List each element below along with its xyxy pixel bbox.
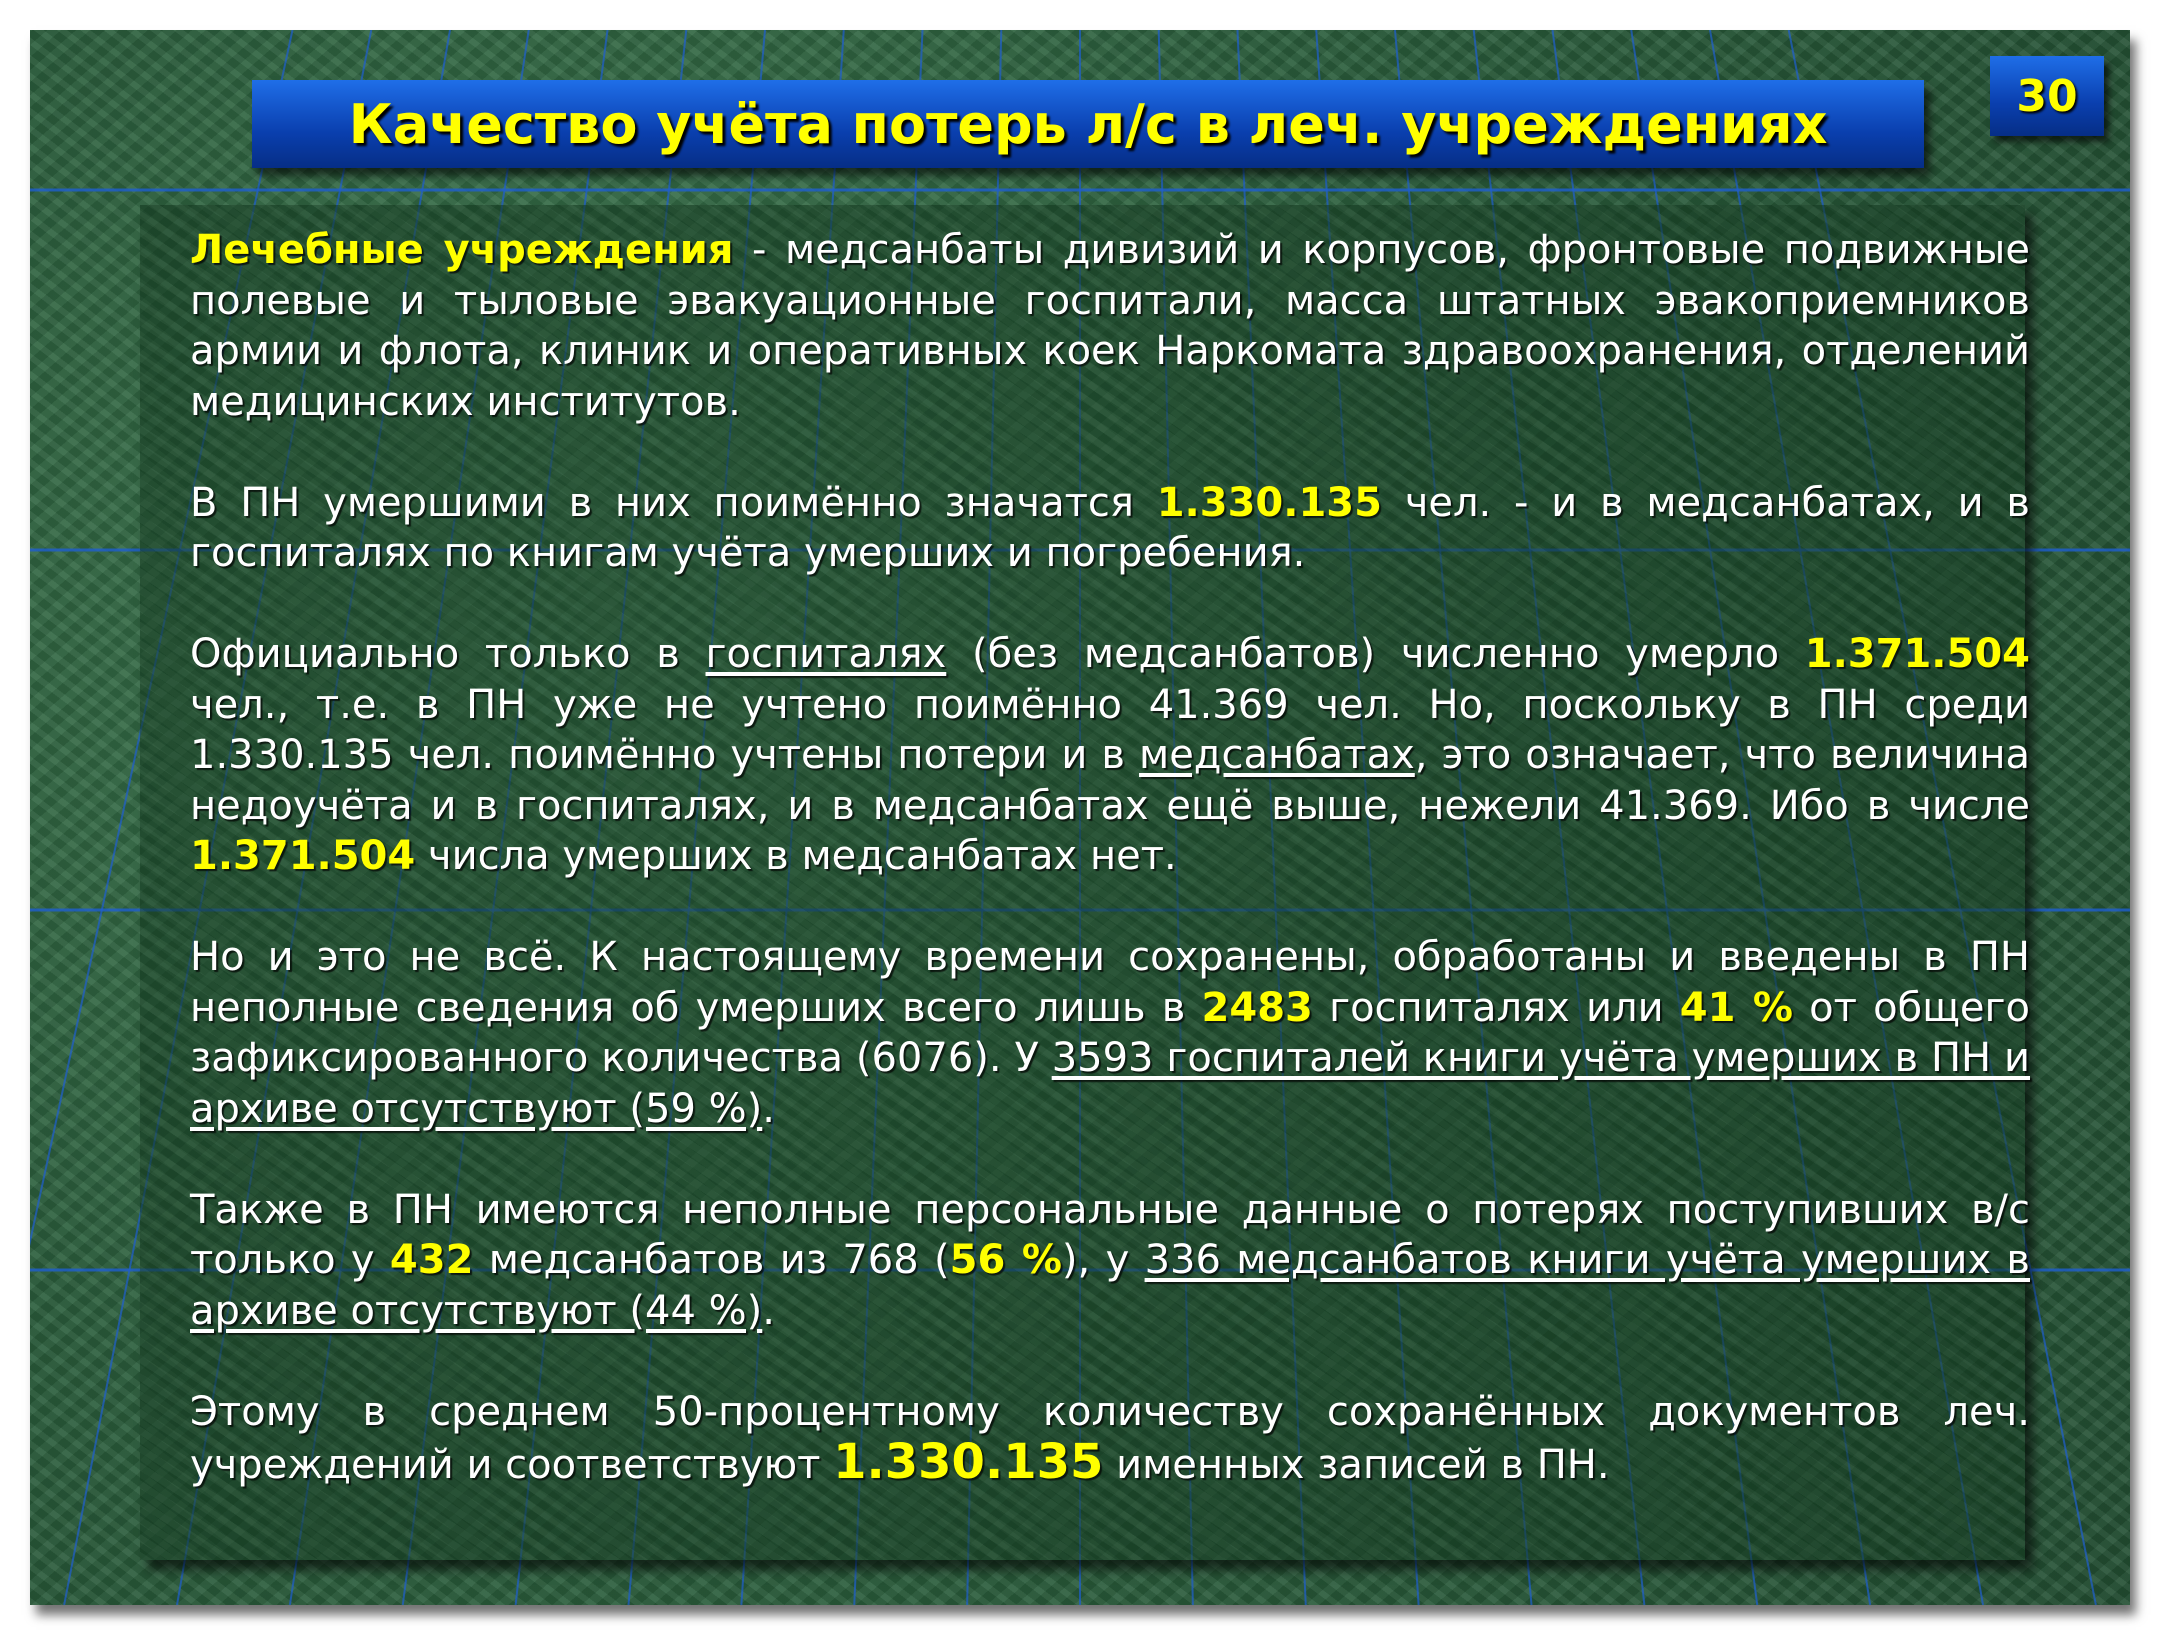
page-number: 30 xyxy=(1990,56,2104,136)
text-segment: Но и это не всё. К настоящему времени со… xyxy=(190,934,2030,1031)
text-segment: , это означает, что величина недоучёта и… xyxy=(190,732,2031,829)
highlighted-text: 1.371.504 xyxy=(1804,631,2030,677)
text-segment: числа умерших в медсанбатах нет. xyxy=(415,833,1177,879)
text-segment: госпиталях или xyxy=(1312,984,1680,1031)
underlined-text: 336 медсанбатов книги учёта умерших в ар… xyxy=(190,1237,2030,1334)
highlighted-text: 1.330.135 xyxy=(1156,479,1382,526)
text-segment: . xyxy=(762,1085,775,1132)
text-segment: медсанбатов из 768 ( xyxy=(473,1237,950,1283)
text-segment: Также в ПН имеются неполные персональные… xyxy=(190,1186,2030,1284)
paragraph: Лечебные учреждения - медсанбаты дивизий… xyxy=(190,225,2030,427)
content-box: Лечебные учреждения - медсанбаты дивизий… xyxy=(140,205,2030,1560)
slide-title: Качество учёта потерь л/с в леч. учрежде… xyxy=(348,92,1828,156)
highlighted-text: 432 xyxy=(389,1237,474,1283)
title-bar: Качество учёта потерь л/с в леч. учрежде… xyxy=(252,80,1924,168)
text-segment: от общего зафиксированного количества (6… xyxy=(190,984,2030,1082)
highlighted-text: 1.371.504 xyxy=(190,833,416,879)
text-segment: (без медсанбатов) численно умерло xyxy=(946,631,1805,677)
text-segment: - медсанбаты дивизий и корпусов, фронтов… xyxy=(190,227,2030,425)
underlined-text: 3593 госпиталей книги учёта умерших в ПН… xyxy=(190,1035,2030,1132)
paragraph: Этому в среднем 50-процентному количеств… xyxy=(190,1387,2030,1491)
paragraph: Официально только в госпиталях (без медс… xyxy=(190,629,2030,882)
highlighted-text: 2483 xyxy=(1201,984,1313,1031)
body-text: Лечебные учреждения - медсанбаты дивизий… xyxy=(190,225,2030,1541)
underlined-text: медсанбатах xyxy=(1139,732,1415,778)
text-segment: чел. - и в медсанбатах, и в госпиталях п… xyxy=(190,479,2031,577)
highlighted-text: Лечебные учреждения xyxy=(190,227,734,273)
text-segment: В ПН умершими в них поимённо значатся xyxy=(190,479,1157,526)
text-segment: чел., т.е. в ПН уже не учтено поимённо 4… xyxy=(190,681,2030,779)
text-segment: ), у xyxy=(1061,1237,1145,1283)
paragraph: В ПН умершими в них поимённо значатся 1.… xyxy=(190,478,2030,579)
highlighted-text: 56 % xyxy=(949,1237,1062,1283)
text-segment: Этому в среднем 50-процентному количеств… xyxy=(190,1388,2030,1489)
paragraph: Также в ПН имеются неполные персональные… xyxy=(190,1185,2030,1337)
paragraph: Но и это не всё. К настоящему времени со… xyxy=(190,932,2030,1134)
slide: Качество учёта потерь л/с в леч. учрежде… xyxy=(30,30,2130,1605)
highlighted-text: 41 % xyxy=(1679,984,1793,1031)
text-segment: Официально только в xyxy=(190,631,706,677)
text-segment: . xyxy=(762,1287,775,1334)
text-segment: именных записей в ПН. xyxy=(1103,1442,1610,1488)
highlighted-text: 1.330.135 xyxy=(833,1434,1104,1490)
underlined-text: госпиталях xyxy=(705,631,947,677)
